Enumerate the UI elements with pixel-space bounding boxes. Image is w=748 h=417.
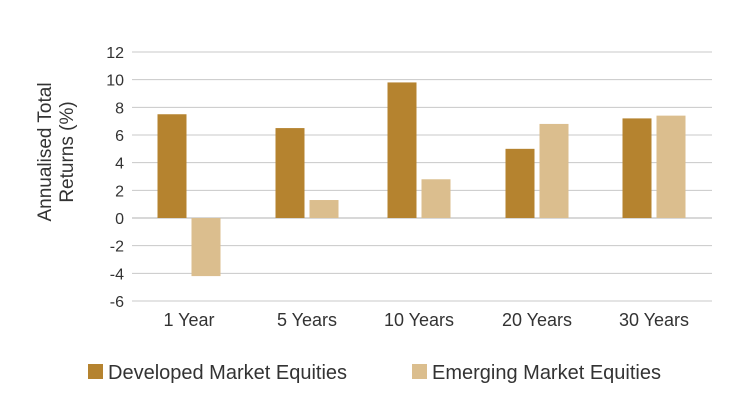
bar-developed-3 xyxy=(505,148,535,218)
y-axis-title-line-1: Annualised Total xyxy=(35,82,56,221)
x-category-label: 5 Years xyxy=(277,310,337,330)
y-tick-label: 12 xyxy=(106,45,124,62)
bar-developed-1 xyxy=(275,128,305,218)
legend: Developed Market Equities Emerging Marke… xyxy=(88,362,661,384)
bar-developed-2 xyxy=(387,82,417,218)
bar-developed-4 xyxy=(622,118,652,218)
bar-emerging-2 xyxy=(421,179,451,218)
legend-swatch-emerging xyxy=(412,364,427,379)
legend-label-emerging: Emerging Market Equities xyxy=(432,362,661,384)
y-axis-title-line-2: Returns (%) xyxy=(57,101,78,202)
y-tick-label: -2 xyxy=(110,239,124,256)
x-category-label: 30 Years xyxy=(619,310,689,330)
legend-swatch-developed xyxy=(88,364,103,379)
bars xyxy=(157,82,686,277)
y-tick-label: 8 xyxy=(115,100,124,117)
bar-emerging-0 xyxy=(191,218,221,277)
x-category-label: 10 Years xyxy=(384,310,454,330)
y-tick-label: 4 xyxy=(115,156,124,173)
bar-emerging-4 xyxy=(656,115,686,218)
x-category-label: 1 Year xyxy=(163,310,214,330)
y-tick-label: -4 xyxy=(110,266,124,283)
bar-emerging-3 xyxy=(539,123,569,218)
y-tick-label: 10 xyxy=(106,73,124,90)
legend-label-developed: Developed Market Equities xyxy=(108,362,347,384)
y-tick-label: 0 xyxy=(115,211,124,228)
y-tick-label: -6 xyxy=(110,294,124,311)
x-category-label: 20 Years xyxy=(502,310,572,330)
y-tick-label: 6 xyxy=(115,128,124,145)
bar-emerging-1 xyxy=(309,200,339,218)
y-axis-tick-labels: 12 10 8 6 4 2 0 -2 -4 -6 xyxy=(106,45,124,311)
x-axis-category-labels: 1 Year 5 Years 10 Years 20 Years 30 Years xyxy=(163,310,689,330)
y-tick-label: 2 xyxy=(115,183,124,200)
bar-developed-0 xyxy=(157,114,187,218)
